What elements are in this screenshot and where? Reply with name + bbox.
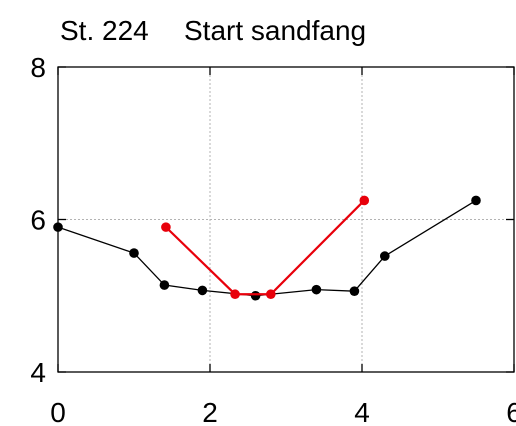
series-2-point xyxy=(266,289,276,300)
series-1-point xyxy=(380,251,390,261)
series-1-point xyxy=(471,195,481,206)
series-1-line xyxy=(57,199,477,297)
axis-ticks: 0 2 4 6 4 6 8 xyxy=(30,52,516,426)
series-1-point xyxy=(159,280,170,290)
series-1-point xyxy=(311,284,322,295)
chart-title: St. 224 xyxy=(60,15,149,46)
grid xyxy=(58,67,514,372)
series-1-point xyxy=(349,286,360,296)
x-tick-label: 6 xyxy=(506,397,516,426)
y-tick-label: 8 xyxy=(30,52,46,83)
x-tick-label: 0 xyxy=(50,397,66,426)
series-1-point xyxy=(197,285,208,296)
x-tick-label: 2 xyxy=(202,397,218,426)
series-2-point xyxy=(161,222,171,232)
series-layer xyxy=(53,195,481,301)
chart-subtitle: Start sandfang xyxy=(184,15,366,46)
series-2-line xyxy=(165,199,366,296)
series-1-point xyxy=(129,248,139,258)
series-2-point xyxy=(359,195,370,206)
series-1-point xyxy=(250,290,261,301)
series-2-point xyxy=(230,289,240,300)
y-tick-label: 6 xyxy=(30,205,46,236)
y-tick-label: 4 xyxy=(30,357,46,388)
x-tick-label: 4 xyxy=(354,397,370,426)
